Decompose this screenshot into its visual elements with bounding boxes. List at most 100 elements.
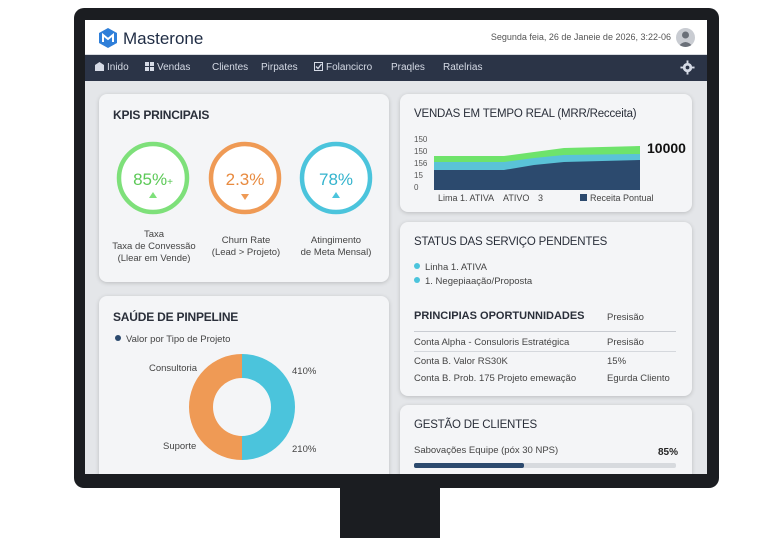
kpi-label-1: Taxa Taxa de Convessão (Llear em Vende) bbox=[99, 229, 209, 265]
opportunity-value: Presisão bbox=[607, 337, 644, 348]
kpi-label-3: Atingimento de Meta Mensal) bbox=[281, 235, 391, 259]
kpi-label-2: Churn Rate (Lead > Projeto) bbox=[191, 235, 301, 259]
opportunity-value: Egurda Cliento bbox=[607, 373, 670, 384]
sales-y-axis: 150 150 156 15 0 bbox=[414, 134, 432, 194]
clients-progress-fill bbox=[414, 463, 525, 468]
nav-item-clientes[interactable]: Clientes bbox=[212, 62, 249, 73]
kpi-value-text: 85% bbox=[133, 170, 168, 189]
status-card: STATUS DAS SERVIÇO PENDENTES Linha 1. AT… bbox=[400, 222, 692, 396]
kpi-value-1: 85%+ bbox=[113, 170, 193, 190]
monitor-stand bbox=[340, 486, 440, 538]
kpi-ring-3 bbox=[299, 141, 373, 215]
pipeline-title: SAÚDE DE PINPELINE bbox=[113, 310, 239, 324]
grid-icon bbox=[145, 62, 154, 71]
kpi-label-line: Taxa de Convessão bbox=[112, 241, 196, 252]
sales-value: 10000 bbox=[647, 140, 686, 156]
kpi-value-3: 78% bbox=[318, 170, 354, 189]
kpi-arrow-3 bbox=[332, 192, 340, 198]
status-dot bbox=[414, 263, 420, 269]
clients-progress-track bbox=[414, 463, 676, 468]
status-item-1: Linha 1. ATIVA bbox=[414, 262, 487, 273]
kpi-ring-2 bbox=[208, 141, 282, 215]
y-tick: 150 bbox=[414, 135, 428, 144]
brand-name[interactable]: Masterone bbox=[123, 29, 204, 48]
kpi-label-line: Atingimento bbox=[310, 235, 362, 246]
status-dot bbox=[414, 277, 420, 283]
y-tick: 150 bbox=[414, 147, 428, 156]
nav-bar: Inido Vendas Clientes Pirpates Folancicr… bbox=[85, 55, 707, 81]
legend-swatch bbox=[580, 194, 587, 201]
sales-legend-mid2: 3 bbox=[538, 193, 544, 203]
opportunity-name: Conta B. Prob. 175 Projeto emewação bbox=[414, 373, 577, 384]
kpi-suffix: + bbox=[167, 177, 173, 188]
sales-area-chart bbox=[434, 146, 640, 190]
kpi-label-line: Churn Rate bbox=[221, 235, 271, 246]
clients-card: GESTÃO DE CLIENTES Sabovações Equipe (pó… bbox=[400, 405, 692, 474]
status-item-text: Linha 1. ATIVA bbox=[425, 262, 487, 273]
kpi-value-2: 2.3% bbox=[225, 170, 265, 189]
kpi-arrow-1 bbox=[149, 192, 157, 198]
kpi-card: KPIS PRINCIPAIS 85%+ 2.3% 78% Taxa Taxa … bbox=[99, 94, 389, 282]
user-avatar[interactable] bbox=[676, 28, 695, 47]
screen: Masterone Segunda feia, 26 de Janeie de … bbox=[85, 20, 707, 474]
kpi-label-line: Taxa bbox=[143, 229, 165, 240]
clients-metric-value: 85% bbox=[658, 447, 679, 458]
status-title: STATUS DAS SERVIÇO PENDENTES bbox=[414, 236, 608, 248]
y-tick: 15 bbox=[414, 171, 423, 180]
sales-legend-left: Lima 1. ATIVA bbox=[438, 193, 495, 203]
kpi-title: KPIS PRINCIPAIS bbox=[113, 108, 210, 122]
datetime: Segunda feia, 26 de Janeie de 2026, 3:22… bbox=[490, 32, 671, 42]
donut-segment-consultoria bbox=[242, 354, 295, 460]
donut-segment-suporte bbox=[189, 354, 242, 460]
donut-value-bottom: 210% bbox=[292, 444, 317, 455]
sales-card: VENDAS EM TEMPO REAL (MRR/Recceita) 150 … bbox=[400, 94, 692, 212]
pipeline-card: SAÚDE DE PINPELINE Valor por Tipo de Pro… bbox=[99, 296, 389, 474]
checkbox-icon bbox=[314, 62, 323, 71]
kpi-label-line: de Meta Mensal) bbox=[300, 247, 372, 258]
kpi-ring-1 bbox=[116, 141, 190, 215]
donut-label-suporte: Suporte bbox=[163, 441, 197, 452]
nav-item-praqles[interactable]: Praqles bbox=[391, 62, 425, 73]
nav-item-inicio[interactable]: Inido bbox=[95, 62, 129, 73]
y-tick: 0 bbox=[414, 183, 419, 192]
sales-title: VENDAS EM TEMPO REAL (MRR/Recceita) bbox=[414, 108, 637, 120]
nav-label: Folancicro bbox=[326, 62, 373, 73]
opportunities-title: PRINCIPIAS OPORTUNNIDADES bbox=[414, 310, 585, 322]
nav-item-ratelrias[interactable]: Ratelrias bbox=[443, 62, 483, 73]
legend-dot bbox=[115, 335, 121, 341]
pipeline-donut bbox=[189, 354, 295, 460]
y-tick: 156 bbox=[414, 159, 428, 168]
sales-legend-right-text: Receita Pontual bbox=[590, 193, 654, 203]
nav-label: Vendas bbox=[157, 62, 191, 73]
kpi-label-line: (Llear em Vende) bbox=[117, 253, 191, 264]
sales-legend-mid: ATIVO bbox=[503, 193, 530, 203]
masterone-logo-icon[interactable] bbox=[97, 27, 119, 49]
nav-item-folancicro[interactable]: Folancicro bbox=[314, 62, 372, 73]
pipeline-legend-text: Valor por Tipo de Projeto bbox=[126, 334, 231, 345]
clients-metric-label: Sabovações Equipe (póx 30 NPS) bbox=[414, 445, 559, 456]
opportunity-name: Conta B. Valor RS30K bbox=[414, 356, 508, 367]
status-item-2: 1. Negepiaação/Proposta bbox=[414, 276, 532, 287]
nav-label: Inido bbox=[107, 62, 129, 73]
clients-title: GESTÃO DE CLIENTES bbox=[414, 419, 537, 431]
top-bar: Masterone Segunda feia, 26 de Janeie de … bbox=[85, 20, 707, 55]
gear-icon[interactable] bbox=[680, 60, 695, 75]
pipeline-legend: Valor por Tipo de Projeto bbox=[115, 334, 230, 345]
donut-value-top: 410% bbox=[292, 366, 317, 377]
table-divider bbox=[414, 331, 676, 332]
kpi-arrow-2 bbox=[241, 194, 249, 200]
kpi-label-line: (Lead > Projeto) bbox=[211, 247, 281, 258]
opportunity-value: 15% bbox=[607, 356, 627, 367]
opportunity-name: Conta Alpha - Consuloris Estratégica bbox=[414, 337, 570, 348]
status-item-text: 1. Negepiaação/Proposta bbox=[425, 276, 533, 287]
home-icon bbox=[95, 62, 104, 71]
nav-item-pirpates[interactable]: Pirpates bbox=[261, 62, 298, 73]
series-navy bbox=[434, 160, 640, 190]
user-icon bbox=[678, 31, 693, 47]
nav-item-vendas[interactable]: Vendas bbox=[145, 62, 190, 73]
kpi-rings bbox=[116, 141, 373, 215]
opportunities-header: Presisão bbox=[607, 312, 644, 323]
donut-label-consultoria: Consultoria bbox=[149, 363, 198, 374]
table-divider bbox=[414, 351, 676, 352]
sales-legend-right: Receita Pontual bbox=[580, 193, 654, 203]
